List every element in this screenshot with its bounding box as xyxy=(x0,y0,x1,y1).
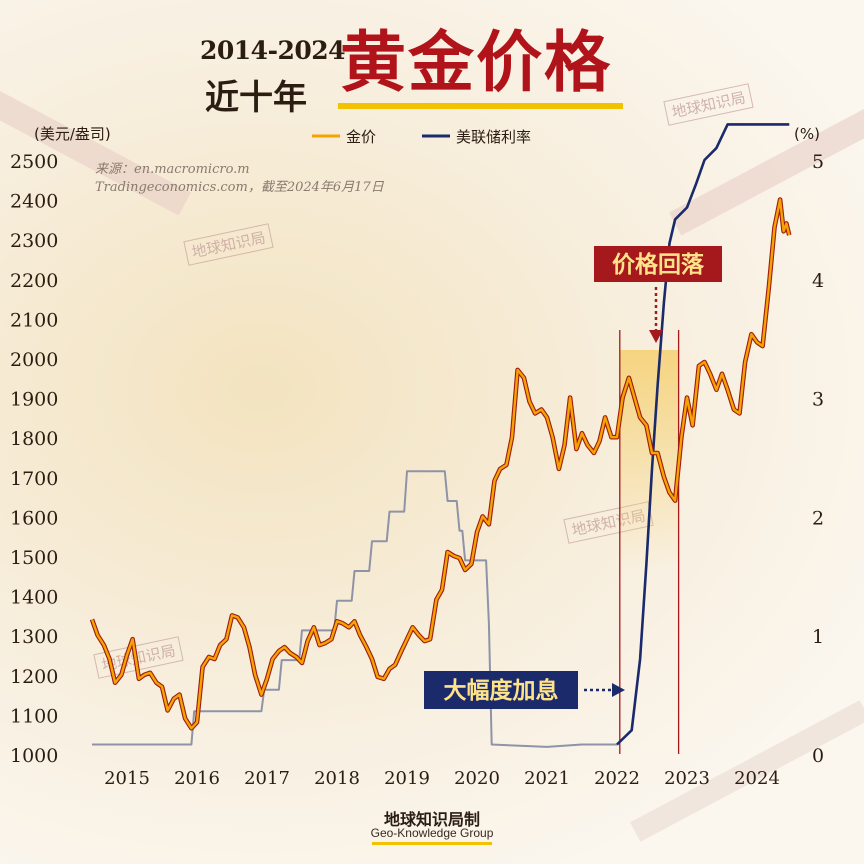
annotation-price-drop-label: 价格回落 xyxy=(612,251,705,278)
y-tick-label-left: 2200 xyxy=(10,270,58,292)
y-tick-label-left: 1500 xyxy=(10,547,58,569)
legend-rate-label: 美联储利率 xyxy=(456,128,531,146)
x-tick-label: 2019 xyxy=(384,768,430,789)
x-tick-label: 2022 xyxy=(594,768,640,789)
legend-gold-label: 金价 xyxy=(346,128,376,146)
y-tick-label-right: 3 xyxy=(812,389,824,411)
title-underline xyxy=(338,103,623,109)
x-tick-label: 2024 xyxy=(734,768,780,789)
footer-brand-en: Geo-Knowledge Group xyxy=(370,826,494,840)
y-tick-label-left: 2300 xyxy=(10,230,58,252)
y-tick-label-left: 2100 xyxy=(10,309,58,331)
footer-brand: 地球知识局制 xyxy=(383,810,480,829)
y-axis-label-right: (%) xyxy=(794,125,820,143)
annotation-price-drop-box xyxy=(594,246,722,282)
fed-rate-line-early xyxy=(92,123,790,748)
footer-underline xyxy=(372,842,492,845)
y-tick-label-right: 0 xyxy=(812,745,824,767)
y-tick-label-right: 4 xyxy=(812,270,824,292)
annotation-rate-hike-label: 大幅度加息 xyxy=(444,677,559,704)
y-tick-label-left: 1900 xyxy=(10,389,58,411)
title-year-range: 2014-2024 xyxy=(200,36,346,65)
y-tick-label-left: 1800 xyxy=(10,428,58,450)
y-tick-label-right: 1 xyxy=(812,626,824,648)
y-tick-label-left: 1200 xyxy=(10,666,58,688)
y-tick-label-left: 1600 xyxy=(10,507,58,529)
y-tick-label-left: 1100 xyxy=(10,705,58,727)
gold-price-line xyxy=(90,198,791,730)
annotation-rate-hike-box xyxy=(424,671,578,709)
y-axis-label-left: (美元/盎司) xyxy=(34,125,111,143)
y-tick-label-right: 5 xyxy=(812,151,824,173)
x-tick-label: 2023 xyxy=(664,768,710,789)
y-tick-label-left: 1000 xyxy=(10,745,58,767)
y-tick-label-left: 1700 xyxy=(10,468,58,490)
fed-rate-line xyxy=(616,123,790,746)
annotation-rate-hike-arrow-head xyxy=(612,683,625,697)
x-tick-label: 2015 xyxy=(104,768,150,789)
y-tick-label-left: 1400 xyxy=(10,587,58,609)
page-title: 黄金价格 xyxy=(340,24,612,101)
x-tick-label: 2017 xyxy=(244,768,290,789)
source-line-2: Tradingeconomics.com，截至2024年6月17日 xyxy=(95,180,385,195)
x-tick-label: 2018 xyxy=(314,768,360,789)
y-tick-label-left: 2400 xyxy=(10,191,58,213)
y-tick-label-left: 1300 xyxy=(10,626,58,648)
y-tick-label-left: 2000 xyxy=(10,349,58,371)
x-tick-label: 2020 xyxy=(454,768,500,789)
annotation-price-drop-arrow-head xyxy=(649,330,663,343)
x-tick-label: 2021 xyxy=(524,768,570,789)
y-tick-label-right: 2 xyxy=(812,507,824,529)
source-line-1: 来源：en.macromicro.m xyxy=(95,162,250,177)
x-tick-label: 2016 xyxy=(174,768,220,789)
title-subtitle: 近十年 xyxy=(205,78,307,118)
y-tick-label-left: 2500 xyxy=(10,151,58,173)
